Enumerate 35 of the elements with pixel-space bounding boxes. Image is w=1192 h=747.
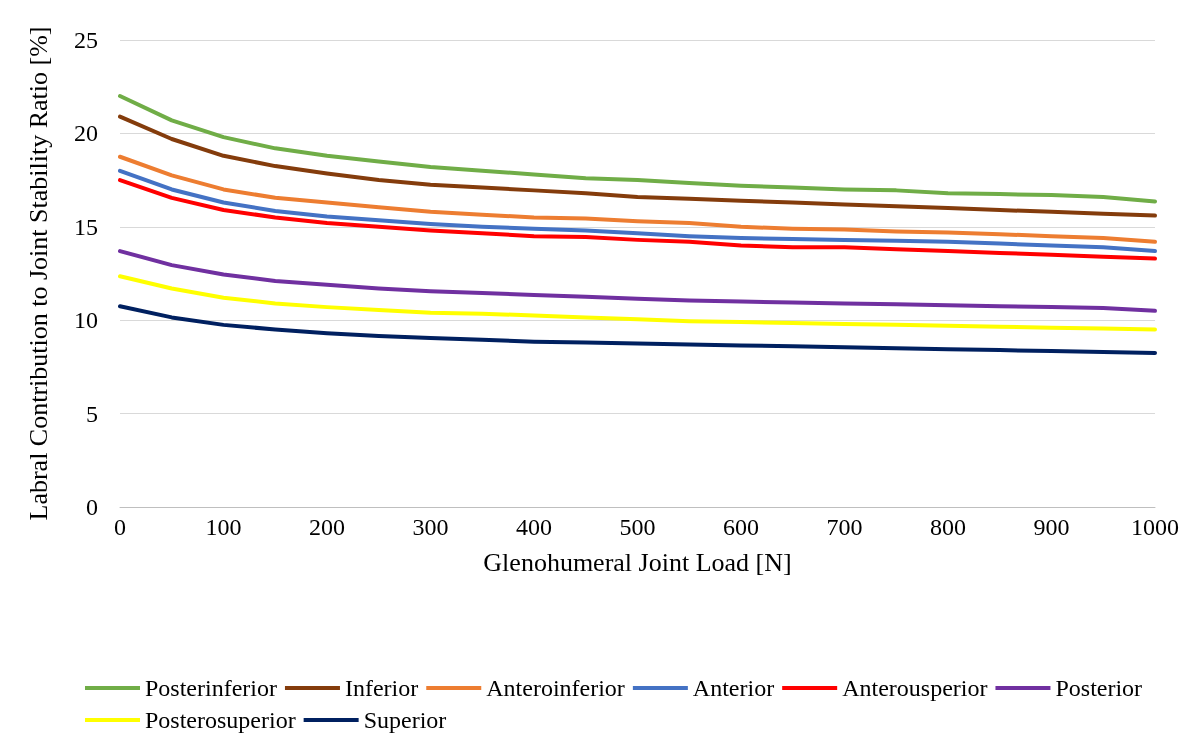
y-tick-label: 15 [74, 213, 98, 240]
line-series [118, 168, 1157, 254]
legend-label: Anteroinferior [486, 675, 625, 701]
legend-label: Posterior [1055, 675, 1143, 701]
x-tick-label: 800 [930, 514, 966, 540]
x-tick-label: 900 [1033, 514, 1070, 540]
legend-label: Posterinferior [145, 675, 277, 701]
x-tick-label: 400 [516, 514, 552, 540]
y-tick-label: 0 [86, 494, 98, 520]
line-series [118, 274, 1157, 332]
legend-label: Superior [363, 707, 447, 733]
x-tick-label: 100 [205, 514, 242, 540]
x-tick-label: 700 [826, 514, 863, 540]
legend-label: Anterousperior [842, 675, 988, 701]
x-tick-label: 0 [114, 514, 126, 540]
y-tick-label: 5 [86, 400, 98, 427]
line-series [118, 249, 1157, 313]
legend-label: Inferior [344, 675, 419, 701]
x-tick-label: 500 [619, 514, 656, 540]
x-tick-label: 300 [412, 514, 449, 540]
line-series [118, 114, 1157, 218]
legend-label: Posterosuperior [145, 707, 296, 733]
x-axis-title: Glenohumeral Joint Load [N] [483, 547, 792, 577]
x-tick-label: 200 [309, 514, 345, 540]
y-axis-title: Labral Contribution to Joint Stability Ratio [%] [23, 26, 53, 521]
legend-label: Anterior [692, 675, 775, 701]
x-tick-label: 1000 [1131, 514, 1179, 540]
x-tick-label: 600 [723, 514, 759, 540]
y-tick-label: 25 [74, 27, 98, 53]
y-tick-label: 20 [74, 120, 98, 147]
line-series [118, 304, 1157, 355]
line-series [118, 154, 1157, 244]
line-series [118, 94, 1157, 204]
line-series [118, 178, 1157, 261]
y-tick-label: 10 [74, 307, 98, 334]
